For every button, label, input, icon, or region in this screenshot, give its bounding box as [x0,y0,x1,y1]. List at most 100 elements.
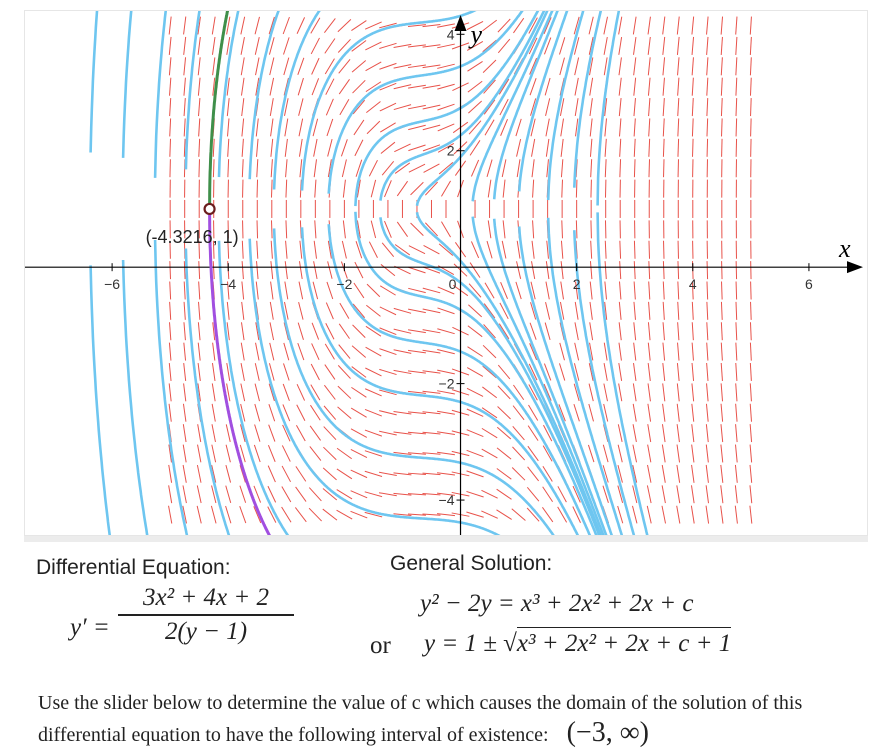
slope-segment [326,118,334,137]
slope-segment [310,384,321,401]
slope-segment [182,424,187,443]
slope-segment [379,42,397,50]
slope-segment [422,23,441,28]
slope-segment [676,383,680,402]
slope-segment [497,18,511,33]
slope-segment [542,486,554,503]
slope-segment [486,159,493,177]
slope-segment [573,383,580,402]
slope-segment [267,506,277,523]
slope-segment [481,489,498,499]
slope-segment [467,325,483,338]
slope-segment [468,120,482,135]
slope-segment [281,486,292,503]
slope-field-graph[interactable]: −6 −4 −2 0 2 4 6 4 2 −2 −4 x y (-4.3216, 1) [25,11,867,535]
slope-segment [735,118,738,137]
slope-segment [557,486,567,503]
slope-segment [531,138,536,157]
solution-line-2: y = 1 ± √x³ + 2x² + 2x + c + 1 [424,627,732,658]
slope-segment [560,118,564,137]
slope-segment [546,240,549,259]
slope-segment [408,308,426,314]
slope-segment [269,301,274,320]
general-solution-title: General Solution: [390,552,553,575]
slope-segment [706,362,709,381]
slope-segment [379,368,397,376]
interval-of-existence: (−3, ∞) [566,717,649,748]
slope-segment [284,138,288,157]
slope-segment [706,77,709,96]
upper-branch-curve [208,11,230,210]
slope-segment [284,118,289,137]
slope-segment [734,464,738,483]
solution-curve [89,265,111,535]
slope-segment [531,159,535,178]
slope-segment [183,342,187,361]
de-denominator: 2(y − 1) [164,617,248,645]
slope-segment [298,281,304,300]
slope-segment [482,59,497,73]
slope-segment [603,363,608,381]
info-panel: Differential Equation: y′ = 3x² + 4x + 2… [0,542,882,756]
slope-segment [368,241,378,258]
slope-segment [466,408,484,417]
slope-segment [734,505,738,524]
slope-segment [633,322,637,341]
slope-segment [323,18,336,33]
slope-segment [169,118,172,137]
slope-segment [408,124,426,131]
slope-segment [324,364,336,380]
slope-segment [197,36,201,55]
slope-segment [676,444,681,463]
slope-segment [226,36,231,55]
solution-curves [89,11,649,535]
slope-segment [353,282,365,299]
slope-segment [676,485,681,504]
slope-segment [356,179,361,198]
slope-segment [528,404,539,421]
graph-panel[interactable]: −6 −4 −2 0 2 4 6 4 2 −2 −4 x y (-4.3216, 1) [24,10,868,536]
slope-segment [705,485,709,504]
slope-segment [618,383,623,402]
slope-segment [255,57,260,76]
slope-segment [749,444,753,463]
solution-curve [184,11,201,170]
slope-segment [619,138,622,157]
solution-curve [354,211,598,535]
solution-curve [517,11,569,192]
slope-segment [368,159,378,177]
slope-segment [690,505,695,524]
slope-segment [542,506,554,523]
slope-segment [632,485,638,504]
slope-segment [466,429,484,438]
slope-segment [408,245,426,255]
slope-segment [253,444,261,463]
x-tick-label: −4 [220,276,236,292]
slope-segment [530,302,537,320]
slope-segment [501,159,507,178]
slope-segment [706,383,709,402]
slope-segment [588,363,594,381]
slope-segment [561,220,563,239]
slope-segment [393,472,412,476]
slope-segment [327,240,332,259]
slope-segment [378,471,397,477]
slope-segment [379,285,396,296]
slope-segment [542,465,553,482]
slope-segment [285,159,288,178]
slope-segment [338,344,351,359]
slope-segment [706,16,709,35]
slope-segment [749,322,752,341]
solution-curve [415,211,603,535]
slope-segment [515,118,522,137]
slope-segment [285,240,288,259]
slope-segment [662,261,665,280]
slope-segment [324,58,335,75]
slope-segment [314,220,317,239]
slope-segment [393,104,412,111]
slope-segment [241,301,245,320]
x-tick-label: −6 [104,276,120,292]
slope-segment [313,138,318,157]
slope-segment [226,301,230,320]
slope-segment [281,506,292,523]
